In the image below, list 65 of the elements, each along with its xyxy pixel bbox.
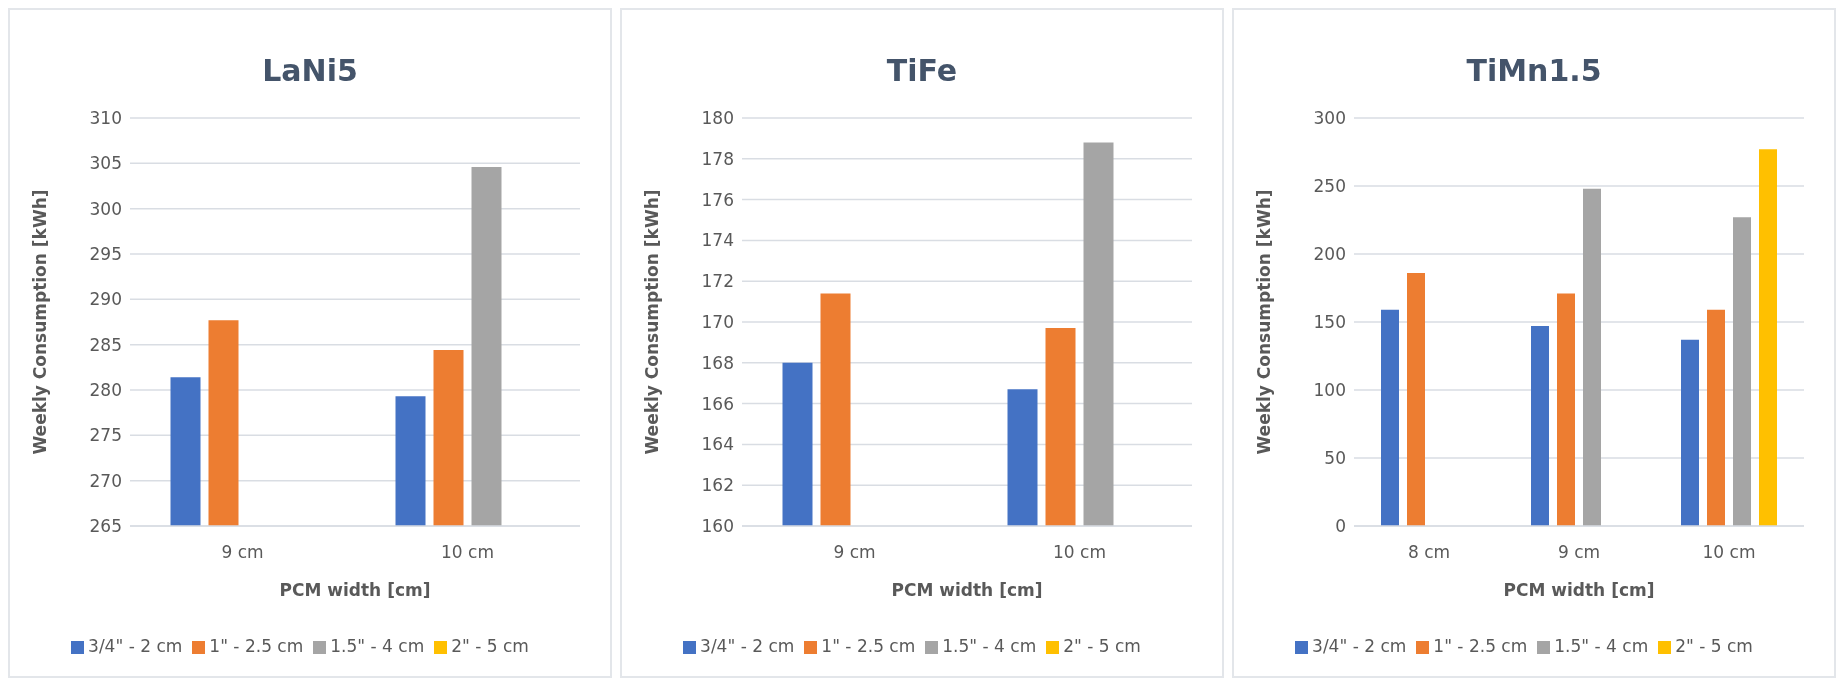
y-axis-title: Weekly Consumption [kWh] <box>642 189 663 455</box>
legend-label: 1.5" - 4 cm <box>942 636 1037 656</box>
bar <box>1381 309 1399 526</box>
y-tick-label: 50 <box>1324 448 1346 469</box>
y-tick-label: 270 <box>89 470 122 491</box>
y-tick-label: 166 <box>701 393 734 414</box>
legend-label: 3/4" - 2 cm <box>88 636 183 656</box>
bar <box>1531 326 1549 526</box>
x-tick-label: 10 cm <box>441 542 494 563</box>
y-tick-label: 176 <box>701 189 734 210</box>
y-axis-title: Weekly Consumption [kWh] <box>1254 189 1275 455</box>
x-tick-label: 10 cm <box>1702 542 1756 563</box>
legend-label: 3/4" - 2 cm <box>700 636 795 656</box>
y-tick-label: 170 <box>701 312 734 333</box>
legend-label: 2" - 5 cm <box>451 636 529 656</box>
y-tick-label: 174 <box>701 230 734 251</box>
x-tick-label: 9 cm <box>833 542 876 563</box>
x-axis-title: PCM width [cm] <box>1503 580 1655 601</box>
y-tick-label: 300 <box>1313 108 1346 129</box>
legend-label: 2" - 5 cm <box>1675 636 1753 656</box>
y-tick-label: 275 <box>89 425 122 446</box>
y-tick-label: 162 <box>701 475 734 496</box>
y-tick-label: 172 <box>701 271 734 292</box>
legend-label: 1" - 2.5 cm <box>821 636 916 656</box>
bar <box>1557 293 1575 526</box>
bar <box>1759 149 1777 526</box>
x-tick-label: 10 cm <box>1053 542 1106 563</box>
bar <box>1583 188 1601 526</box>
y-axis-title: Weekly Consumption [kWh] <box>30 189 51 455</box>
bar <box>1733 217 1751 526</box>
y-tick-label: 178 <box>701 148 734 169</box>
x-tick-label: 8 cm <box>1407 542 1451 563</box>
y-tick-label: 168 <box>701 352 734 373</box>
y-tick-label: 290 <box>89 289 122 310</box>
y-tick-label: 100 <box>1313 380 1346 401</box>
y-tick-label: 164 <box>701 434 734 455</box>
legend-label: 1.5" - 4 cm <box>1554 636 1649 656</box>
legend-label: 3/4" - 2 cm <box>1312 636 1407 656</box>
bar <box>1407 273 1425 526</box>
y-tick-label: 200 <box>1313 244 1346 265</box>
legend-label: 2" - 5 cm <box>1063 636 1141 656</box>
x-axis-title: PCM width [cm] <box>891 580 1043 601</box>
chart-title: TiMn1.5 <box>1465 52 1603 88</box>
legend-label: 1" - 2.5 cm <box>1433 636 1528 656</box>
y-tick-label: 250 <box>1313 176 1346 197</box>
y-tick-label: 160 <box>701 516 734 537</box>
bar <box>1681 339 1699 526</box>
chart-title: LaNi5 <box>261 52 359 88</box>
y-tick-label: 285 <box>89 334 122 355</box>
y-tick-label: 300 <box>89 198 122 219</box>
y-tick-label: 280 <box>89 380 122 401</box>
chart-title: TiFe <box>885 52 959 88</box>
x-axis-title: PCM width [cm] <box>279 580 431 601</box>
x-tick-label: 9 cm <box>1557 542 1601 563</box>
legend-label: 1" - 2.5 cm <box>209 636 304 656</box>
legend-label: 1.5" - 4 cm <box>330 636 425 656</box>
y-tick-label: 150 <box>1313 312 1346 333</box>
bar <box>1707 309 1725 526</box>
x-tick-label: 9 cm <box>221 542 264 563</box>
y-tick-label: 180 <box>701 108 734 129</box>
y-tick-label: 305 <box>89 153 122 174</box>
y-tick-label: 295 <box>89 244 122 265</box>
y-tick-label: 0 <box>1335 516 1346 537</box>
y-tick-label: 265 <box>89 516 122 537</box>
y-tick-label: 310 <box>89 108 122 129</box>
